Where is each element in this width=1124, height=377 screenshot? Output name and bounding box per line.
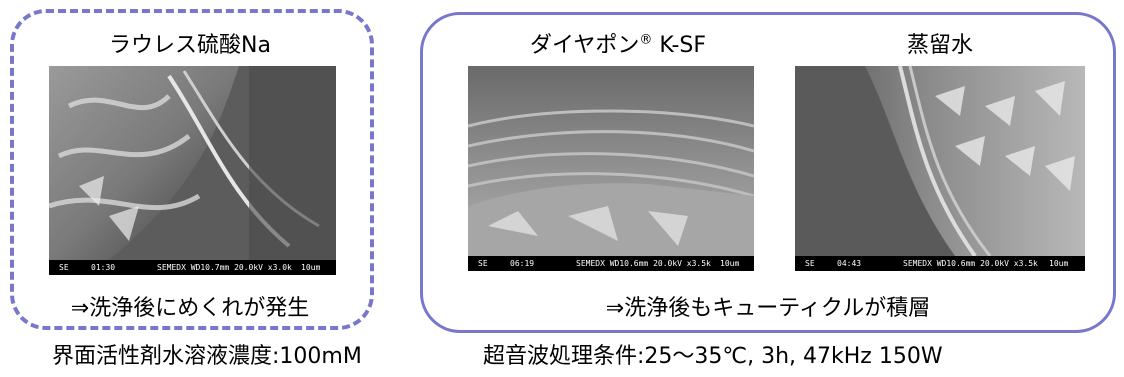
sem-mode: SE xyxy=(59,263,69,272)
sem-mode: SE xyxy=(805,259,815,268)
comparison-panel xyxy=(420,12,1116,333)
sem-info-bar: SE 06:19 SEMEDX WD10.6mm 20.0kV x3.5k 10… xyxy=(468,256,754,271)
laureth-sulfate-conclusion: ⇒洗浄後にめくれが発生 xyxy=(70,296,310,321)
comparison-conclusion: ⇒洗浄後もキューティクルが積層 xyxy=(605,296,931,321)
sem-info-bar: SE 04:43 SEMEDX WD10.6mm 20.0kV x3.5k 10… xyxy=(795,256,1085,271)
sem-image-laureth: SE 01:30 SEMEDX WD10.7mm 20.0kV x3.0k 10… xyxy=(49,66,336,275)
sem-scale: 10um xyxy=(301,263,321,272)
laureth-sulfate-panel xyxy=(10,9,374,330)
sem-info-bar: SE 01:30 SEMEDX WD10.7mm 20.0kV x3.0k 10… xyxy=(49,260,336,275)
sem-time: 04:43 xyxy=(837,259,862,268)
sem-scale: 10um xyxy=(720,259,740,268)
distilled-water-title: 蒸留水 xyxy=(906,33,974,58)
sem-hair-surface-water xyxy=(795,66,1085,256)
sem-params: SEMEDX WD10.6mm 20.0kV x3.5k xyxy=(576,259,711,268)
sem-hair-surface-diaponk xyxy=(468,66,754,256)
sem-time: 06:19 xyxy=(510,259,535,268)
laureth-sulfate-title: ラウレス硫酸Na xyxy=(109,33,271,58)
sem-params: SEMEDX WD10.6mm 20.0kV x3.5k xyxy=(903,259,1038,268)
sem-image-diaponk: SE 06:19 SEMEDX WD10.6mm 20.0kV x3.5k 10… xyxy=(468,66,754,271)
sem-params: SEMEDX WD10.7mm 20.0kV x3.0k xyxy=(157,263,292,272)
sem-hair-surface-laureth xyxy=(49,66,336,260)
sem-time: 01:30 xyxy=(91,263,116,272)
diaponk-sf-title: ダイヤポン® K-SF xyxy=(529,32,707,58)
sem-mode: SE xyxy=(478,259,488,268)
sem-image-distilled-water: SE 04:43 SEMEDX WD10.6mm 20.0kV x3.5k 10… xyxy=(795,66,1085,271)
concentration-note: 界面活性剤水溶液濃度:100mM xyxy=(52,344,362,369)
conditions-note: 超音波処理条件:25～35℃, 3h, 47kHz 150W xyxy=(483,344,943,369)
sem-scale: 10um xyxy=(1049,259,1069,268)
